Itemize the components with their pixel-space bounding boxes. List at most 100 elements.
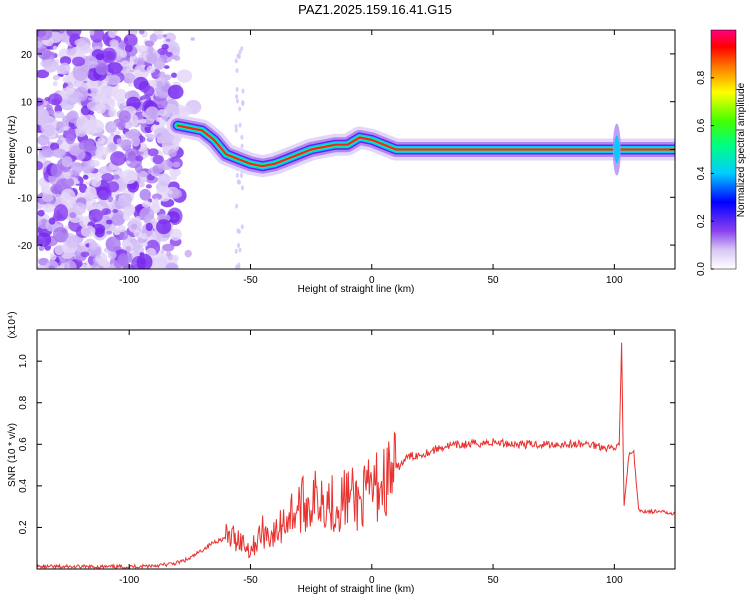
noise-speck (170, 174, 177, 181)
noise-speck (143, 85, 155, 97)
noise-speck (43, 58, 59, 73)
snr-panel: -100 -50 0 50 100 0.2 0.4 0.6 0.8 1.0 Height of s… (7, 311, 676, 595)
noise-speck (121, 169, 137, 185)
noise-speck (80, 225, 96, 238)
snr-xtick-label: -50 (243, 575, 258, 586)
noise-speck (155, 73, 160, 78)
noise-speck (141, 200, 152, 208)
noise-speck (37, 146, 41, 152)
noise-speck (60, 188, 76, 206)
noise-speck (240, 46, 244, 52)
noise-speck (241, 100, 245, 106)
noise-speck (235, 264, 239, 269)
noise-speck (190, 37, 195, 41)
noise-speck (50, 163, 63, 178)
noise-speck (101, 208, 112, 215)
noise-speck (122, 102, 127, 107)
noise-speck (101, 47, 117, 64)
noise-speck (167, 84, 184, 100)
noise-speck (37, 134, 50, 146)
colorbar-ticks: 0.0 0.2 0.4 0.6 0.8 (696, 70, 714, 276)
noise-speck (117, 253, 129, 266)
noise-speck (237, 262, 241, 268)
spectrogram-ylabel: Frequency (Hz) (7, 116, 18, 185)
noise-speck (176, 69, 193, 83)
noise-speck (49, 252, 57, 261)
noise-speck (66, 30, 82, 38)
snr-exponent-label: (x10⁴) (7, 311, 18, 338)
spectrogram-ytick-label: 10 (21, 98, 33, 109)
noise-speck (154, 121, 160, 126)
noise-speck (122, 70, 127, 75)
noise-speck (165, 38, 171, 42)
noise-speck (38, 30, 53, 41)
noise-speck (80, 66, 86, 72)
noise-speck (240, 224, 244, 230)
colorbar: 0.0 0.2 0.4 0.6 0.8 Normalized spectral ampl… (696, 29, 747, 276)
noise-speck (166, 211, 180, 224)
colorbar-tick-label: 0.2 (696, 214, 707, 228)
snr-xtick-label: -100 (119, 575, 139, 586)
noise-speck (42, 148, 55, 158)
noise-speck (48, 265, 55, 269)
noise-speck (95, 103, 107, 115)
noise-speck (107, 250, 117, 260)
noise-speck (236, 228, 240, 234)
snr-xtick-label: 100 (606, 575, 623, 586)
noise-speck (106, 142, 118, 153)
noise-speck (52, 148, 67, 158)
noise-speck (101, 173, 114, 182)
noise-speck (170, 46, 178, 54)
noise-speck (56, 139, 63, 145)
noise-speck (163, 74, 172, 81)
noise-speck (109, 121, 117, 129)
noise-speck (88, 97, 93, 101)
snr-ticks: -100 -50 0 50 100 0.2 0.4 0.6 0.8 1.0 (18, 330, 675, 586)
noise-speck (119, 50, 127, 58)
noise-speck (38, 245, 45, 252)
noise-speck (83, 55, 98, 69)
noise-speck (43, 124, 56, 137)
noise-speck (50, 183, 63, 195)
noise-speck (165, 250, 172, 257)
noise-speck (74, 162, 82, 168)
noise-speck (172, 161, 181, 168)
noise-speck (168, 148, 177, 158)
noise-speck (67, 110, 79, 124)
noise-speck (108, 30, 117, 39)
noise-speck (239, 173, 243, 179)
snr-frame (36, 329, 676, 570)
noise-speck (56, 64, 67, 75)
noise-speck (140, 143, 146, 149)
noise-speck (53, 111, 65, 119)
noise-speck (89, 159, 100, 168)
noise-speck (37, 108, 50, 126)
noise-speck (89, 30, 95, 36)
noise-speck (99, 165, 114, 175)
noise-speck (123, 33, 138, 47)
noise-speck (238, 247, 242, 253)
snr-plot-area (37, 330, 675, 569)
colorbar-gradient (710, 29, 737, 270)
noise-speck (158, 118, 168, 126)
noise-speck (37, 160, 43, 171)
spectrogram-xtick-label: -50 (243, 275, 258, 286)
noise-speck (128, 83, 133, 87)
noise-speck (75, 82, 81, 88)
colorbar-tick-label: 0.0 (696, 262, 707, 276)
noise-speck (81, 246, 88, 253)
noise-speck (72, 202, 87, 215)
noise-speck (133, 229, 143, 238)
noise-speck (129, 238, 136, 245)
noise-speck (52, 45, 58, 51)
noise-speck (234, 123, 238, 129)
ridge-layer-5 (176, 124, 675, 168)
noise-speck (106, 230, 113, 235)
noise-speck (65, 134, 76, 145)
noise-speck (88, 240, 98, 251)
noise-speck (145, 184, 152, 189)
noise-speck (37, 40, 43, 49)
noise-speck (76, 115, 89, 131)
noise-speck (112, 174, 120, 180)
